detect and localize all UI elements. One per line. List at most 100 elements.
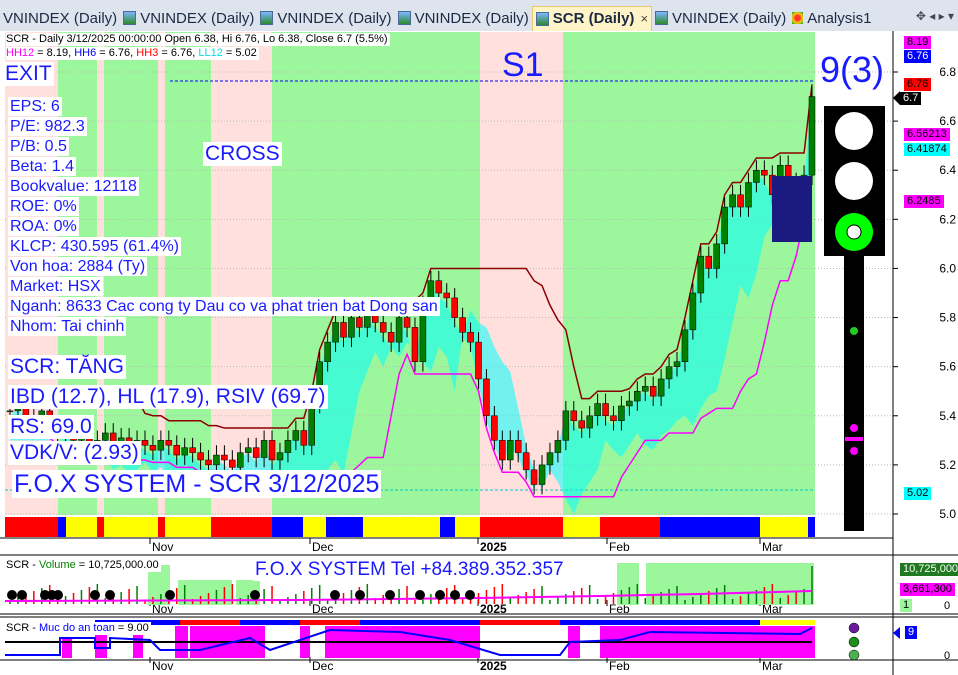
signal-box <box>772 176 812 242</box>
candle <box>586 415 593 429</box>
candle <box>356 317 363 328</box>
price-tick-label: 5.8 <box>939 311 956 325</box>
candle <box>451 297 458 318</box>
signal-strip-segment <box>808 517 815 537</box>
date-label: Mar <box>762 659 783 673</box>
tab-nav-controls[interactable]: ✥ ◂ ▸ ▾ <box>915 9 954 23</box>
candle <box>324 341 331 363</box>
candle <box>300 430 308 446</box>
price-tick-label: 5.2 <box>939 458 956 472</box>
tab-6[interactable]: Analysis1 <box>789 6 874 30</box>
candle <box>729 194 736 208</box>
signal-strip-segment <box>326 517 363 537</box>
candle <box>626 400 633 407</box>
candle <box>308 403 315 446</box>
signal-strip-segment <box>104 517 158 537</box>
signal-strip-segment <box>66 517 97 537</box>
date-label: 2025 <box>480 540 507 554</box>
candle <box>491 415 498 441</box>
tab-4[interactable]: SCR (Daily) × <box>531 5 653 31</box>
safety-title-prefix: SCR - <box>6 622 39 634</box>
candle <box>721 206 728 245</box>
tab-5[interactable]: VNINDEX (Daily) <box>652 6 789 30</box>
candle <box>610 415 617 421</box>
tab-label: VNINDEX (Daily) <box>3 9 118 27</box>
signal-strip-segment <box>363 517 440 537</box>
indicator-bar <box>845 437 863 441</box>
price-tick-label: 6.8 <box>939 65 956 79</box>
candle <box>189 447 196 453</box>
candle <box>340 322 347 338</box>
candle <box>689 292 697 331</box>
signal-strip-segment <box>97 517 104 537</box>
price-label: 6.76 <box>904 50 932 63</box>
date-label: Mar <box>762 602 783 616</box>
candle <box>157 440 165 451</box>
hh-ll-header: HH12 = 8.19, HH6 = 6.76, HH3 = 6.76, LL1… <box>6 47 259 60</box>
candle <box>348 317 355 338</box>
candle <box>244 447 252 453</box>
date-label: Nov <box>152 540 173 554</box>
price-tick-label: 5.0 <box>939 507 956 521</box>
zone-band <box>211 32 272 515</box>
candle <box>467 332 474 343</box>
chart-icon <box>792 12 804 24</box>
candle <box>554 440 562 453</box>
candle <box>705 255 713 269</box>
candle <box>657 378 665 397</box>
hh6-label: HH6 <box>74 47 97 59</box>
tab-label: VNINDEX (Daily) <box>140 9 255 27</box>
chart-icon <box>260 11 274 25</box>
candle <box>665 366 673 380</box>
signal-strip-segment <box>480 517 563 537</box>
candle <box>681 329 689 363</box>
candle <box>499 440 506 461</box>
candle <box>578 420 585 429</box>
indicator-dot <box>850 327 858 335</box>
tab-label: VNINDEX (Daily) <box>277 9 392 27</box>
candle <box>403 317 411 328</box>
ratings-status: IBD (12.7), HL (17.9), RSIV (69.7) <box>8 385 328 409</box>
candle <box>332 322 339 343</box>
candle <box>475 341 482 380</box>
candle <box>602 403 609 417</box>
candle <box>649 386 657 397</box>
chart-icon <box>655 11 669 25</box>
fundamental-item: Nganh: 8633 Cac cong ty Dau co va phat t… <box>8 297 440 316</box>
watermark-title: F.O.X SYSTEM - SCR 3/12/2025 <box>12 470 382 498</box>
volume-zone <box>617 563 639 605</box>
cross-signal: CROSS <box>203 142 282 166</box>
tab-1[interactable]: VNINDEX (Daily) <box>120 6 257 30</box>
candle <box>459 317 466 333</box>
price-tick-label: 5.4 <box>939 409 956 423</box>
volume-spike-marker <box>330 590 340 600</box>
candle <box>641 386 649 392</box>
candle <box>213 454 220 466</box>
tab-2[interactable]: VNINDEX (Daily) <box>257 6 394 30</box>
signal-strip-segment <box>58 517 66 537</box>
hh12-value: = 8.19, <box>34 47 75 59</box>
hh3-label: HH3 <box>136 47 159 59</box>
tab-3[interactable]: VNINDEX (Daily) <box>395 6 532 30</box>
volume-title: SCR - Volume = 10,725,000.00 <box>6 559 161 572</box>
safety-strip <box>180 620 240 625</box>
date-label: Mar <box>762 540 783 554</box>
volume-title-prefix: SCR - <box>6 559 39 571</box>
zone-band <box>158 32 165 515</box>
tab-close-icon[interactable]: × <box>640 11 649 26</box>
date-label: Nov <box>152 659 173 673</box>
volume-spike-marker <box>90 590 100 600</box>
traffic-light-red-off <box>835 112 873 150</box>
candle <box>761 169 768 176</box>
vdk-status: VDK/V: (2.93) <box>8 441 141 465</box>
tab-label: VNINDEX (Daily) <box>672 9 787 27</box>
candle <box>395 317 403 343</box>
price-label: 6.7 <box>900 92 922 105</box>
tab-0[interactable]: VNINDEX (Daily) <box>0 6 120 30</box>
volume-title-name: Volume <box>39 559 76 571</box>
tab-label: Analysis1 <box>807 9 872 27</box>
candle <box>808 96 816 176</box>
candle <box>443 292 450 299</box>
price-label: 6.76 <box>904 78 932 91</box>
support-stepline <box>10 218 812 498</box>
